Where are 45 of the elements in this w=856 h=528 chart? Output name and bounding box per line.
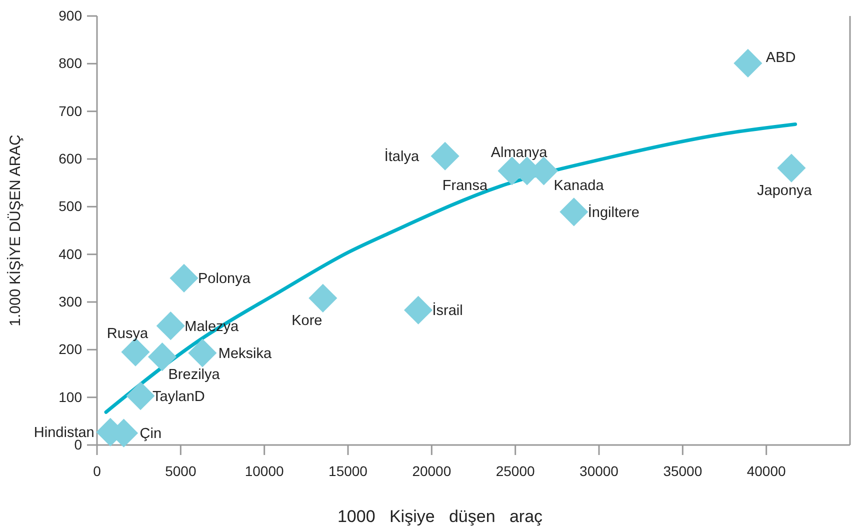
point xyxy=(560,198,588,226)
x-tick-label: 5000 xyxy=(165,463,196,480)
point xyxy=(170,264,198,292)
point xyxy=(156,312,185,340)
x-axis-title: 1000 Kişiye düşen araç xyxy=(337,507,544,526)
annotation: İngiltere xyxy=(588,204,640,221)
annotation: Meksika xyxy=(218,346,273,362)
x-tick-label: 35000 xyxy=(663,463,702,480)
y-tick-label: 100 xyxy=(58,388,82,405)
point xyxy=(734,48,762,78)
annotation: Fransa xyxy=(442,178,488,194)
x-tick-label: 15000 xyxy=(328,463,368,480)
annotation: TaylanD xyxy=(152,388,205,405)
x-tick-label: 10000 xyxy=(244,463,284,480)
annotation: Japonya xyxy=(757,183,813,200)
x-tick-label: 25000 xyxy=(496,463,536,480)
y-tick-label: 600 xyxy=(58,150,82,166)
annotation: Kanada xyxy=(554,178,605,194)
x-tick-label: 0 xyxy=(93,463,102,480)
x-tick-label: 40000 xyxy=(746,463,786,480)
annotation: Polonya xyxy=(198,271,252,288)
annotation: Rusya xyxy=(106,326,149,342)
annotation: ABD xyxy=(766,50,796,66)
point xyxy=(308,284,338,312)
annotation: İsrail xyxy=(432,302,463,320)
point xyxy=(404,296,433,324)
y-tick-label: 300 xyxy=(58,293,82,310)
point xyxy=(188,338,217,368)
annotation: Almanya xyxy=(490,144,548,161)
y-tick-label: 200 xyxy=(58,341,82,358)
y-axis-title: 1.000 KİŞİYE DÜŞEN ARAÇ xyxy=(6,134,24,326)
point xyxy=(430,142,460,170)
x-tick-label: 20000 xyxy=(412,463,452,480)
y-tick-label: 800 xyxy=(58,55,82,72)
y-tick-label: 900 xyxy=(58,7,82,24)
y-tick-label: 0 xyxy=(74,436,82,452)
y-tick-label: 700 xyxy=(58,102,82,119)
point xyxy=(777,154,806,182)
y-tick-label: 400 xyxy=(58,246,82,262)
annotation: Çin xyxy=(140,426,162,442)
annotation: Kore xyxy=(292,313,322,330)
annotation: Brezilya xyxy=(168,366,221,383)
annotation: İtalya xyxy=(384,148,420,166)
y-tick-label: 500 xyxy=(58,198,82,214)
x-tick-label: 30000 xyxy=(580,463,619,480)
